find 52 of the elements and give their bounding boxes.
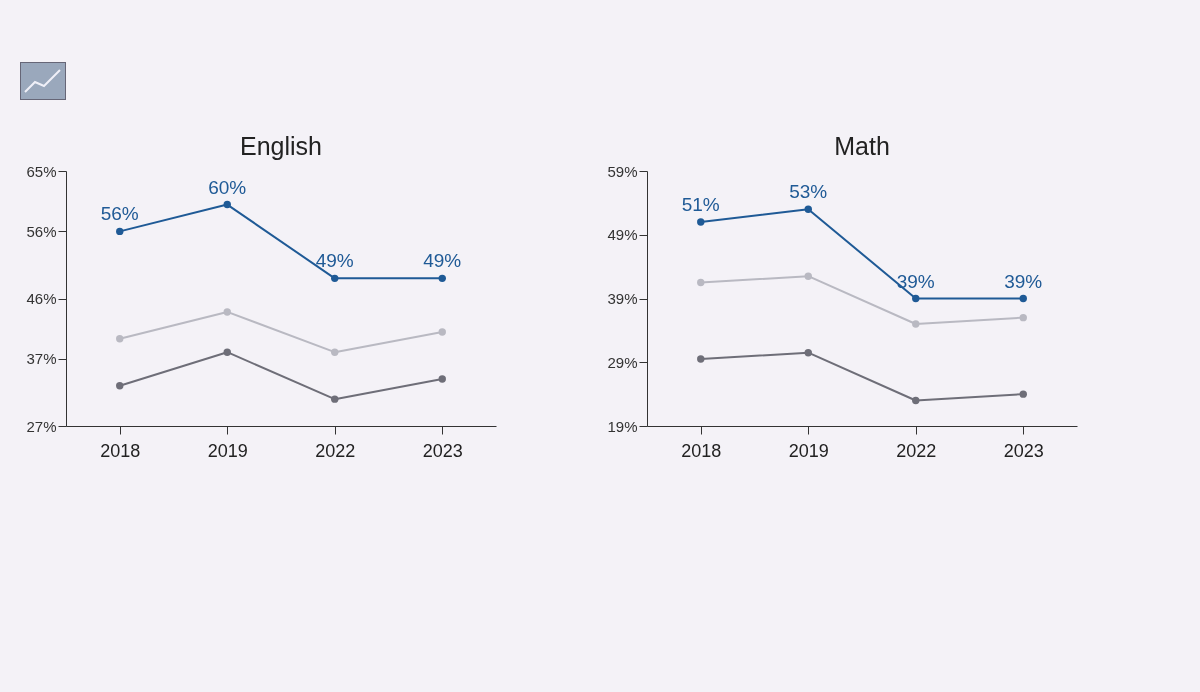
- point: [438, 375, 446, 383]
- point: [116, 335, 124, 343]
- y-tick-label: 37%: [26, 350, 57, 368]
- point: [804, 272, 812, 280]
- point: [116, 227, 124, 236]
- y-tick-label: 39%: [607, 290, 638, 307]
- data-label: 60%: [208, 176, 247, 198]
- point: [1019, 294, 1027, 303]
- y-tick-label: 65%: [26, 162, 57, 180]
- point: [912, 396, 920, 405]
- point: [438, 328, 446, 336]
- point: [697, 278, 705, 287]
- x-tick-label: 2023: [422, 440, 463, 461]
- point: [223, 200, 231, 209]
- point: [331, 274, 339, 283]
- data-label: 49%: [315, 250, 354, 272]
- data-label: 53%: [789, 181, 828, 203]
- y-tick-label: 27%: [26, 417, 57, 435]
- y-tick-label: 19%: [607, 417, 638, 435]
- point: [116, 382, 124, 390]
- point: [331, 395, 339, 403]
- y-tick-label: 59%: [607, 162, 638, 180]
- point: [223, 348, 231, 356]
- data-label: 49%: [423, 250, 462, 272]
- point: [804, 205, 812, 213]
- point: [438, 274, 446, 283]
- x-tick-label: 2022: [896, 440, 937, 461]
- data-label: 39%: [896, 270, 935, 292]
- chart-title: English: [240, 132, 322, 160]
- point: [804, 348, 812, 357]
- point: [1019, 313, 1027, 322]
- point: [697, 218, 705, 226]
- point: [223, 308, 231, 316]
- point: [697, 355, 705, 363]
- data-label: 51%: [681, 194, 720, 215]
- x-tick-label: 2018: [681, 440, 722, 461]
- x-tick-label: 2022: [315, 440, 356, 461]
- point: [1019, 390, 1027, 398]
- x-tick-label: 2019: [207, 440, 248, 461]
- y-tick-label: 56%: [26, 222, 57, 240]
- point: [912, 320, 920, 328]
- x-tick-label: 2023: [1003, 440, 1044, 461]
- y-tick-label: 29%: [607, 353, 638, 371]
- chart-title: Math: [834, 132, 890, 160]
- y-tick-label: 46%: [26, 290, 57, 307]
- point: [912, 294, 920, 303]
- x-tick-label: 2019: [788, 440, 829, 461]
- point: [331, 348, 339, 356]
- x-tick-label: 2018: [100, 440, 141, 461]
- y-tick-label: 49%: [607, 226, 638, 244]
- data-label: 56%: [100, 203, 139, 225]
- data-label: 39%: [1004, 270, 1043, 292]
